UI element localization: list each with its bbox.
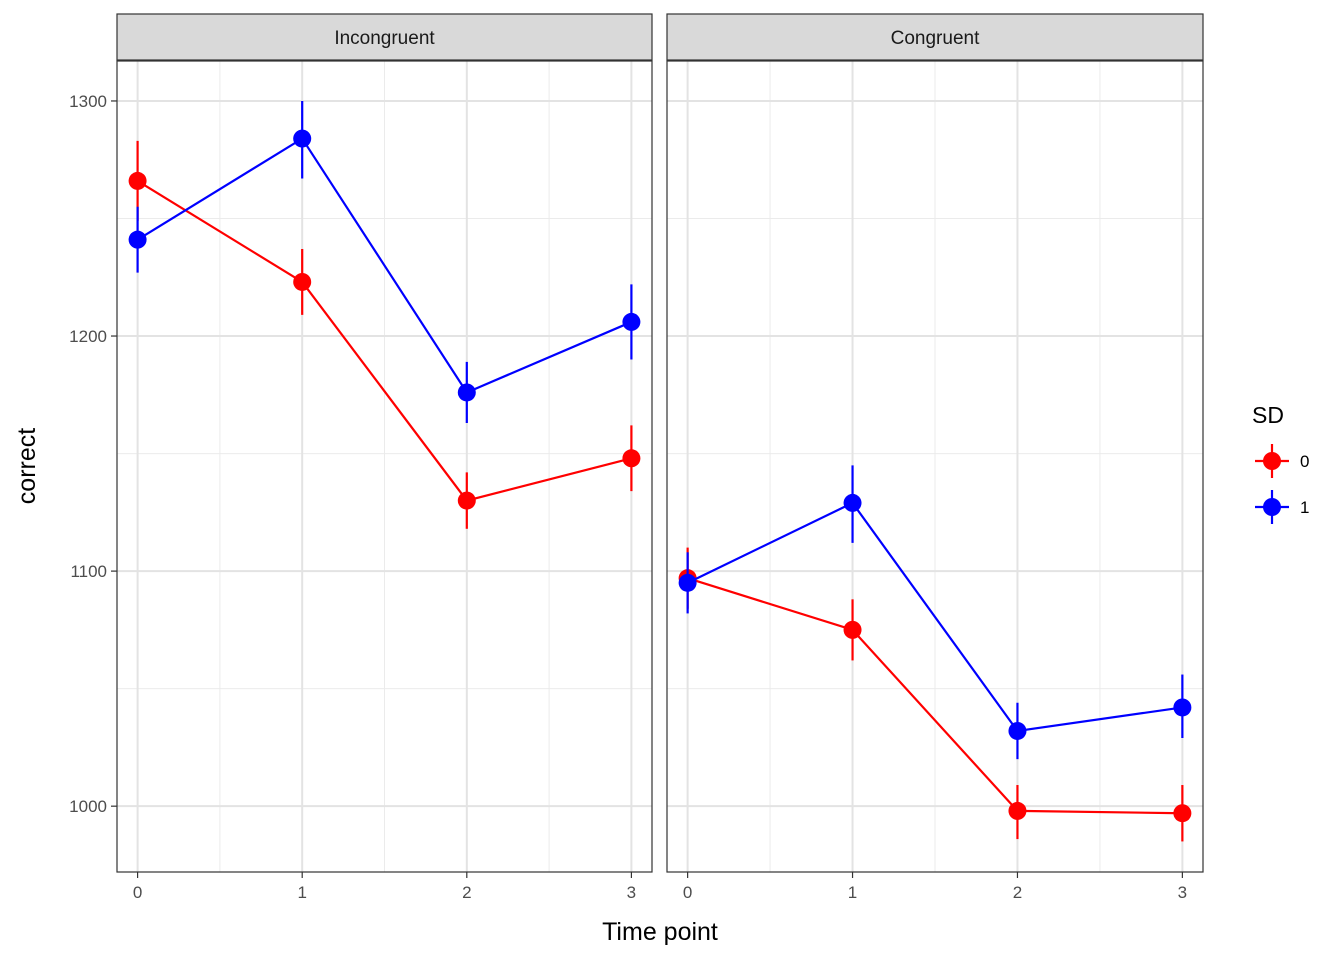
y-tick-label: 1300 [69, 92, 107, 111]
data-point [843, 493, 862, 512]
data-point [293, 129, 312, 148]
data-point [1008, 801, 1027, 820]
y-tick-label: 1000 [69, 797, 107, 816]
data-point [622, 312, 641, 331]
legend-label: 0 [1300, 452, 1309, 471]
x-tick-label: 1 [848, 883, 857, 902]
legend-key-point [1263, 498, 1281, 516]
series-sd-0 [128, 140, 641, 529]
legend-entry-0: 0 [1255, 444, 1309, 478]
panel-incongruent: Incongruent 0 1 2 3 [116, 13, 653, 902]
series-line [137, 179, 632, 502]
strip-label: Congruent [891, 28, 980, 49]
x-tick-label: 0 [683, 883, 692, 902]
panel-border [116, 60, 653, 873]
y-tick-label: 1100 [70, 562, 107, 581]
x-tick-label: 0 [133, 883, 142, 902]
data-point [678, 573, 697, 592]
data-point [622, 449, 641, 468]
data-point [457, 491, 476, 510]
series-line [137, 137, 632, 394]
x-tick-label: 3 [627, 883, 636, 902]
y-axis-title: correct [13, 428, 41, 504]
x-tick-label: 2 [1013, 883, 1022, 902]
strip-label: Incongruent [334, 28, 435, 49]
y-tick-label: 1200 [69, 327, 107, 346]
data-point [293, 272, 312, 291]
panel-border [666, 60, 1204, 873]
data-point [843, 620, 862, 639]
legend-entry-1: 1 [1255, 490, 1309, 524]
x-tick-label: 2 [462, 883, 471, 902]
data-point [1173, 698, 1192, 717]
legend-label: 1 [1300, 498, 1309, 517]
legend: SD 0 1 [1252, 402, 1309, 524]
legend-title: SD [1252, 402, 1284, 428]
series-sd-1 [128, 100, 641, 424]
series-line [687, 577, 1183, 815]
data-point [128, 230, 147, 249]
panels: Incongruent 0 1 2 3 Congruent 0 1 2 3 [116, 13, 1204, 902]
strip-background [116, 13, 653, 61]
panel-congruent: Congruent 0 1 2 3 [666, 13, 1204, 902]
x-tick-label: 1 [297, 883, 306, 902]
data-point [1173, 804, 1192, 823]
strip-background [666, 13, 1204, 61]
data-point [457, 383, 476, 402]
series-sd-1 [678, 465, 1192, 760]
y-axis: 1000 1100 1200 1300 [69, 92, 117, 816]
legend-key-point [1263, 452, 1281, 470]
x-tick-label: 3 [1178, 883, 1187, 902]
data-point [1008, 721, 1027, 740]
x-axis-title: Time point [602, 918, 718, 946]
data-point [128, 171, 147, 190]
series-line [687, 501, 1183, 733]
